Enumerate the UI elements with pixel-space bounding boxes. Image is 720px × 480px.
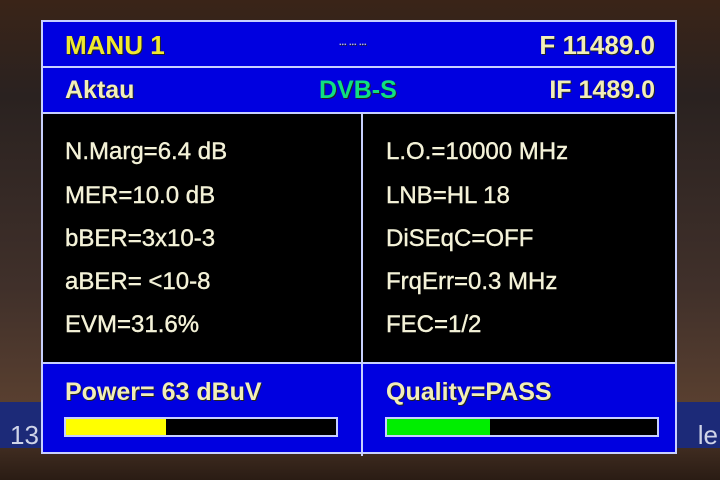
- quality-label: Quality=PASS: [386, 378, 552, 406]
- tv-banner-right-text: le: [697, 420, 718, 450]
- tv-banner-left-text: 13: [10, 420, 39, 450]
- header-row: MANU 1 ... ... ... F 11489.0: [43, 22, 675, 68]
- column-divider: [361, 114, 363, 456]
- power-bar-fill: [66, 419, 166, 435]
- param-mer: MER=10.0 dB: [65, 182, 216, 209]
- quality-bar-fill: [387, 419, 490, 435]
- mode-label: MANU 1: [65, 30, 165, 60]
- power-label: Power= 63 dBuV: [65, 378, 262, 406]
- quality-bar: [385, 417, 659, 437]
- param-aber: aBER= <10-8: [65, 268, 211, 295]
- frequency-label: F 11489.0: [539, 30, 655, 60]
- if-frequency: IF 1489.0: [549, 76, 655, 104]
- param-lnb: LNB=HL 18: [386, 182, 510, 209]
- param-diseqc: DiSEqC=OFF: [386, 225, 534, 252]
- parameters-area: N.Marg=6.4 dB MER=10.0 dB bBER=3x10-3 aB…: [43, 114, 675, 364]
- param-lo: L.O.=10000 MHz: [386, 138, 569, 165]
- subheader-row: Aktau DVB-S IF 1489.0: [43, 68, 675, 114]
- standard-label: DVB-S: [319, 76, 397, 104]
- power-bar: [64, 417, 338, 437]
- meter-panel: MANU 1 ... ... ... F 11489.0 Aktau DVB-S…: [41, 20, 677, 456]
- param-frqerr: FrqErr=0.3 MHz: [386, 268, 558, 295]
- satellite-name: Aktau: [65, 76, 135, 104]
- param-bber: bBER=3x10-3: [65, 225, 216, 252]
- param-nmarg: N.Marg=6.4 dB: [65, 138, 228, 165]
- status-indicator: ... ... ...: [339, 37, 367, 47]
- param-fec: FEC=1/2: [386, 311, 482, 338]
- param-evm: EVM=31.6%: [65, 311, 200, 338]
